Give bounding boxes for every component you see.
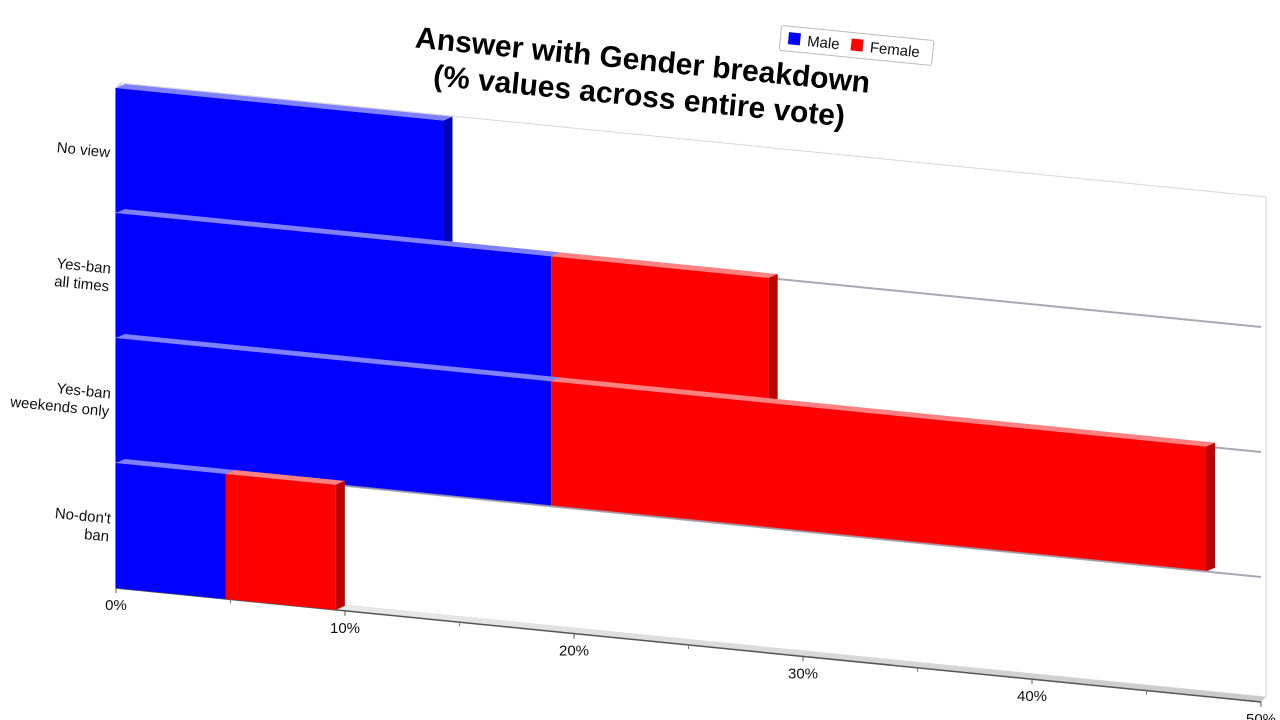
x-tick-label: 0%: [105, 597, 127, 614]
bar-side-face: [443, 116, 453, 246]
category-label: No view: [56, 139, 111, 161]
bar-female-3: [225, 473, 336, 610]
bar-side-face: [768, 274, 778, 404]
x-tick-label: 40%: [1017, 688, 1047, 705]
bar-male-3: [116, 463, 226, 599]
bar-side-face: [335, 480, 345, 610]
bar-top-female: [551, 377, 1216, 447]
bar-top-female: [551, 252, 778, 279]
legend-swatch-male: [787, 32, 801, 46]
bar-female-1: [551, 256, 769, 404]
bars-layer: [115, 84, 1262, 610]
bar-top-male: [116, 459, 235, 474]
x-axis-ticks: 0% 10% 20% 30% 40% 50%: [105, 588, 1276, 720]
chart-floor: [116, 583, 1266, 702]
bar-side-face: [1206, 442, 1216, 572]
legend-label-female: Female: [869, 39, 920, 61]
x-tick-label: 20%: [559, 643, 589, 660]
x-tick-label: 50%: [1246, 711, 1276, 720]
category-labels: No view Yes-banall times Yes-banweekends o…: [8, 139, 112, 545]
bar-female-2: [551, 381, 1207, 572]
legend: Male Female: [778, 25, 935, 66]
bar-male-2: [116, 338, 552, 507]
category-label: Yes-banall times: [53, 255, 111, 295]
x-tick-label: 30%: [788, 665, 818, 682]
category-label: No-don'tban: [52, 505, 112, 545]
legend-label-male: Male: [806, 33, 840, 53]
bar-top-male: [116, 209, 561, 257]
bar-top-female: [225, 469, 345, 485]
bar-top-male: [116, 334, 561, 382]
legend-swatch-female: [850, 38, 864, 52]
bar-male-1: [116, 213, 552, 382]
bar-male-0: [116, 88, 444, 246]
bar-top-male: [116, 84, 453, 121]
x-tick-label: 10%: [330, 620, 360, 637]
category-label: Yes-banweekends only: [8, 376, 112, 421]
